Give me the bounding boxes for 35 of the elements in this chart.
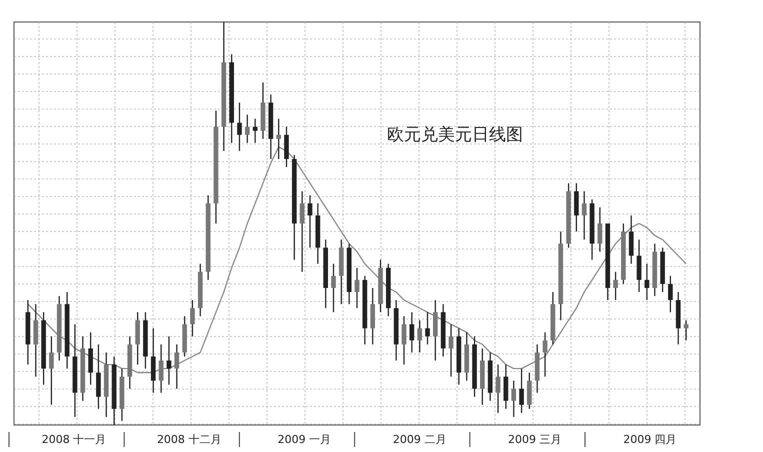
candlestick: [402, 316, 406, 366]
candlestick: [496, 364, 500, 414]
candlestick: [519, 368, 524, 414]
candlestick: [252, 118, 258, 144]
candlestick: [644, 263, 650, 301]
candlestick: [684, 320, 688, 341]
candlestick: [425, 312, 430, 345]
candlestick: [582, 190, 587, 240]
candlestick: [49, 336, 54, 406]
text: 2009 三月: [508, 433, 562, 446]
text: 2008 十二月: [156, 433, 222, 446]
text: 2009 四月: [623, 433, 677, 446]
candlestick: [448, 324, 454, 378]
candlestick: [511, 380, 516, 418]
candlestick: [331, 263, 336, 313]
text: 2009 一月: [278, 433, 332, 446]
text: 欧元兑美元日线图: [387, 125, 523, 145]
candlestick: [598, 206, 602, 252]
candlestick: [409, 312, 414, 354]
candlestick: [613, 271, 618, 301]
candlestick: [354, 267, 360, 309]
candlestick: [237, 102, 242, 152]
text: 2009 二月: [392, 433, 446, 446]
candlestick: [190, 299, 195, 337]
candlestick: [668, 275, 673, 313]
text: 2008 十一月: [42, 433, 106, 446]
candlestick: [174, 344, 180, 390]
candlestick: [158, 344, 164, 394]
candlestick: [308, 194, 312, 248]
candlestick: [300, 190, 305, 272]
candlestick: [542, 332, 548, 378]
candlestick: [244, 114, 250, 144]
candlestick: [276, 118, 281, 160]
candlestick: [417, 320, 422, 354]
candlestick: [166, 336, 172, 386]
